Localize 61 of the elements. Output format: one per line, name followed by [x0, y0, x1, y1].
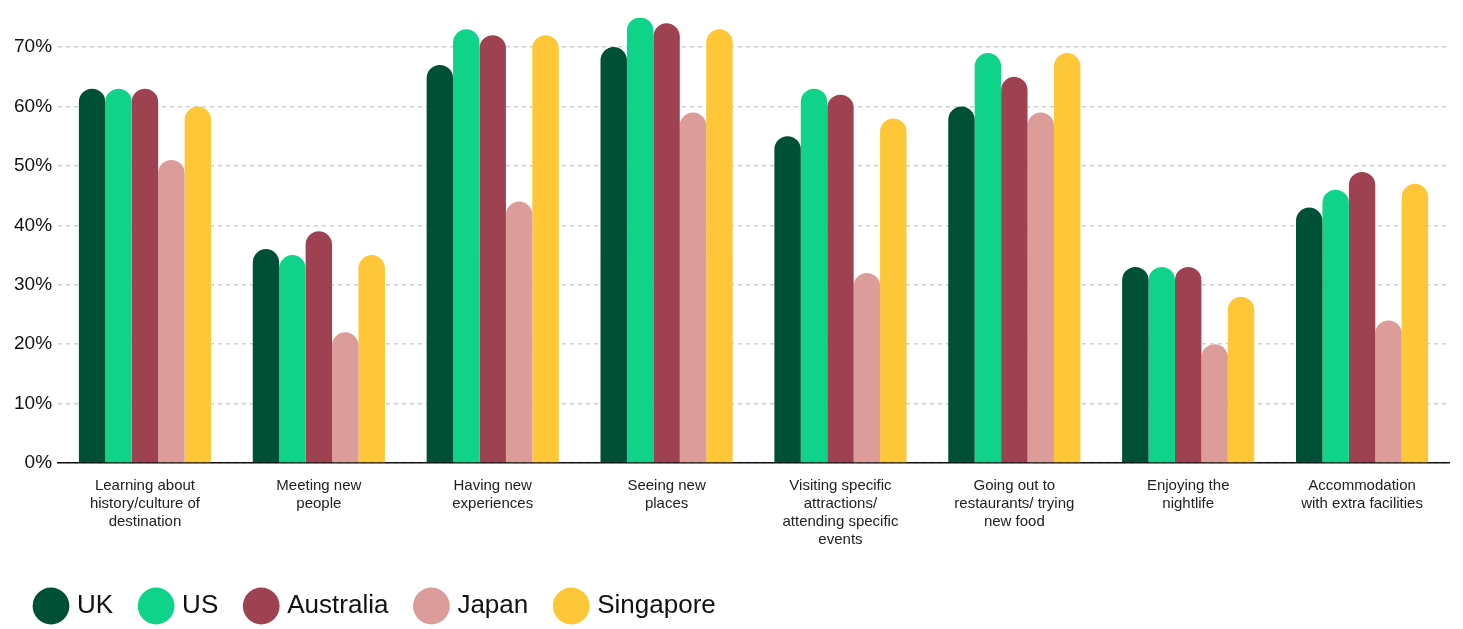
- bar: [1201, 344, 1228, 463]
- bar: [479, 35, 506, 463]
- x-tick-label: Having new experiences: [452, 476, 534, 512]
- bar: [184, 106, 212, 463]
- bar: [1174, 266, 1202, 463]
- x-tick-label: Accommodation with extra facilities: [1300, 476, 1423, 512]
- y-tick-label: 60%: [14, 94, 53, 116]
- x-tick-label: Enjoying the nightlife: [1146, 476, 1230, 512]
- bar: [532, 35, 559, 463]
- y-tick-label: 30%: [14, 272, 53, 294]
- bar: [453, 29, 480, 463]
- bar: [1322, 189, 1349, 463]
- bar: [974, 53, 1002, 463]
- bar: [774, 136, 801, 463]
- bar: [279, 255, 306, 463]
- bar: [853, 272, 881, 463]
- bar: [1227, 296, 1255, 463]
- bar: [827, 94, 854, 463]
- bar: [358, 255, 385, 463]
- legend-label: Japan: [457, 589, 529, 620]
- bar: [600, 47, 627, 463]
- bar: [78, 88, 106, 463]
- x-tick-label: Going out to restaurants/ trying new food: [954, 476, 1075, 530]
- bar: [1401, 183, 1429, 463]
- bar: [332, 332, 359, 463]
- legend-label: Australia: [287, 589, 389, 620]
- bar: [1053, 53, 1081, 463]
- y-tick-label: 10%: [14, 391, 53, 413]
- bar: [679, 112, 707, 463]
- bar: [131, 88, 159, 463]
- bar: [305, 231, 333, 463]
- x-tick-label: Meeting new people: [276, 476, 362, 512]
- bar: [252, 249, 280, 463]
- x-tick-label: Learning about history/culture of destination: [89, 476, 201, 530]
- bar: [948, 106, 975, 463]
- y-tick-label: 70%: [14, 35, 53, 57]
- bar: [706, 29, 733, 463]
- y-tick-label: 50%: [14, 154, 53, 176]
- y-tick-label: 40%: [14, 213, 53, 235]
- bar: [626, 17, 654, 463]
- y-tick-label: 20%: [14, 332, 53, 354]
- bar: [1027, 112, 1054, 463]
- bar: [158, 159, 185, 463]
- legend-label: UK: [77, 589, 114, 620]
- legend-label: Singapore: [597, 589, 716, 620]
- bar: [505, 201, 533, 463]
- bar: [800, 88, 828, 463]
- y-tick-label: 0%: [24, 451, 53, 473]
- x-tick-label: Visiting specific attractions/ attending specific events: [782, 476, 899, 548]
- legend-label: US: [182, 589, 219, 620]
- bar: [653, 23, 680, 463]
- bar: [1122, 266, 1149, 463]
- bar: [1148, 266, 1175, 463]
- bar: [1375, 320, 1402, 463]
- bar: [426, 64, 454, 463]
- bar: [1001, 76, 1028, 463]
- bar: [105, 88, 132, 463]
- x-tick-label: Seeing new places: [627, 476, 706, 512]
- bar: [1295, 207, 1323, 463]
- bar: [1348, 171, 1376, 463]
- bar: [880, 118, 907, 463]
